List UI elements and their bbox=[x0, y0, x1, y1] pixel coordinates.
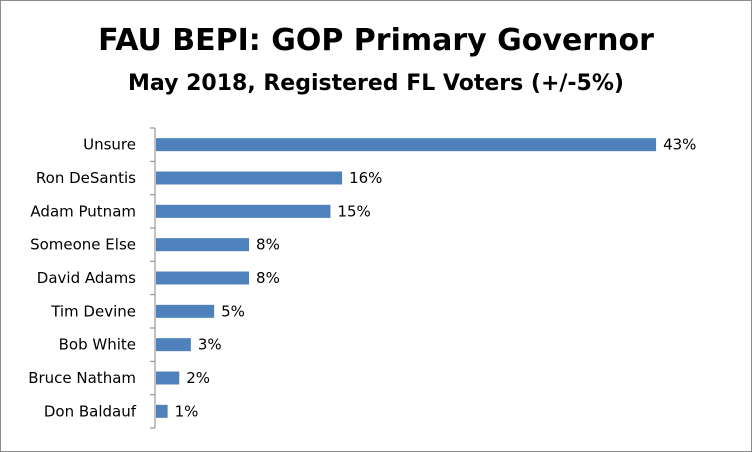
category-label: Tim Devine bbox=[50, 302, 136, 320]
value-label: 8% bbox=[256, 236, 280, 254]
category-label: Bob White bbox=[59, 336, 136, 354]
value-label: 5% bbox=[221, 302, 245, 320]
bar bbox=[156, 238, 250, 252]
value-label: 15% bbox=[337, 202, 370, 220]
category-label: Adam Putnam bbox=[30, 202, 136, 220]
value-label: 8% bbox=[256, 269, 280, 287]
category-label: David Adams bbox=[37, 269, 136, 287]
chart-title: FAU BEPI: GOP Primary Governor bbox=[98, 23, 654, 58]
bar bbox=[156, 338, 191, 352]
value-label: 16% bbox=[349, 169, 382, 187]
category-label: Bruce Natham bbox=[28, 369, 136, 387]
bar bbox=[156, 404, 168, 418]
value-label: 1% bbox=[175, 402, 199, 420]
bar bbox=[156, 138, 657, 152]
value-label: 43% bbox=[663, 136, 696, 154]
chart-subtitle: May 2018, Registered FL Voters (+/-5%) bbox=[128, 71, 624, 96]
bar bbox=[156, 171, 343, 185]
bar bbox=[156, 371, 180, 385]
category-label: Ron DeSantis bbox=[36, 169, 136, 187]
category-label: Someone Else bbox=[30, 236, 136, 254]
value-label: 3% bbox=[198, 336, 222, 354]
bar bbox=[156, 304, 215, 318]
bar bbox=[156, 204, 331, 218]
category-label: Don Baldauf bbox=[44, 402, 137, 420]
category-label: Unsure bbox=[83, 136, 136, 154]
value-label: 2% bbox=[186, 369, 210, 387]
bar bbox=[156, 271, 250, 285]
